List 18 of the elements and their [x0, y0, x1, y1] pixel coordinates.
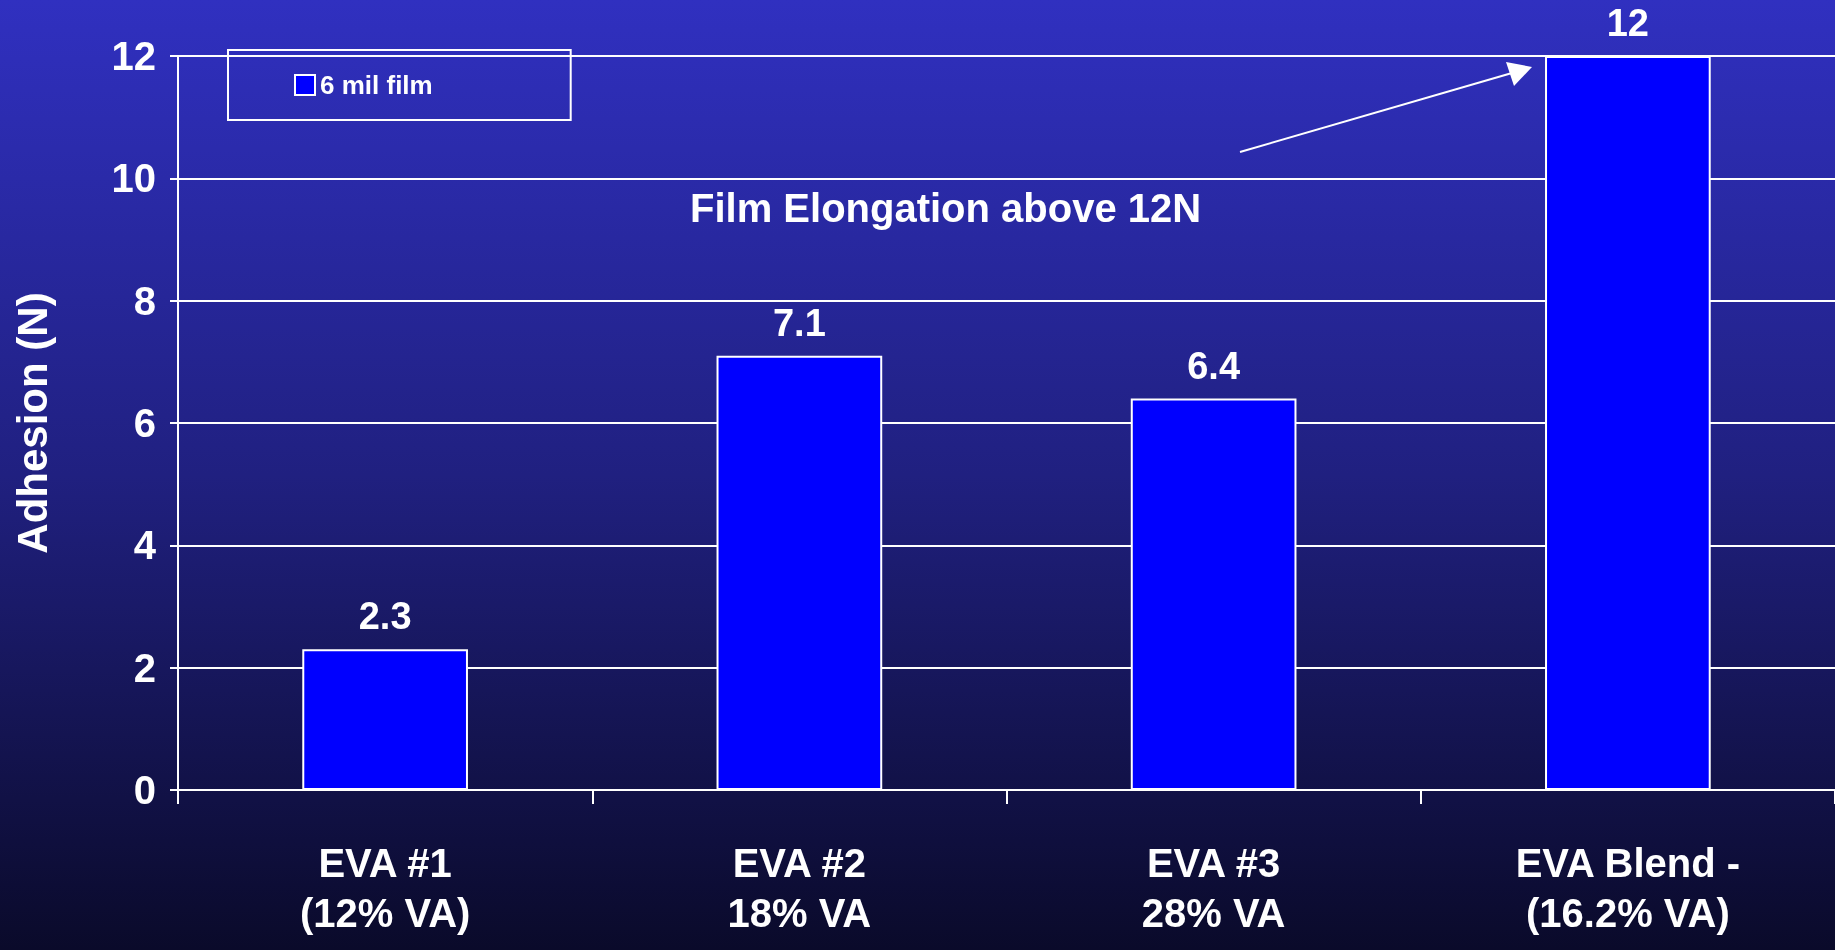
x-tick-label: EVA #2 18% VA: [727, 841, 872, 935]
y-tick-label: 6: [133, 401, 156, 445]
y-tick-label: 10: [111, 156, 156, 201]
data-label: 6.4: [1187, 344, 1241, 387]
data-label: 12: [1606, 2, 1650, 44]
y-tick-label: 2: [133, 645, 156, 690]
x-tick-label: EVA #1 (12% VA): [299, 841, 471, 935]
data-label: 7.1: [772, 301, 826, 344]
x-tick-label: EVA Blend - (16.2% VA): [1515, 841, 1741, 935]
annotation: Film Elongation above 12N: [690, 186, 1202, 230]
y-axis-title: Adhesion (N): [8, 292, 56, 554]
legend-label: 6 mil film: [320, 70, 433, 100]
y-tick-label: 0: [133, 768, 156, 812]
data-label: 2.3: [358, 595, 412, 638]
y-tick-label: 4: [133, 523, 157, 568]
y-tick-label: 8: [133, 278, 156, 323]
x-tick-label: EVA #3 28% VA: [1141, 841, 1286, 935]
y-tick-label: 12: [111, 34, 156, 78]
